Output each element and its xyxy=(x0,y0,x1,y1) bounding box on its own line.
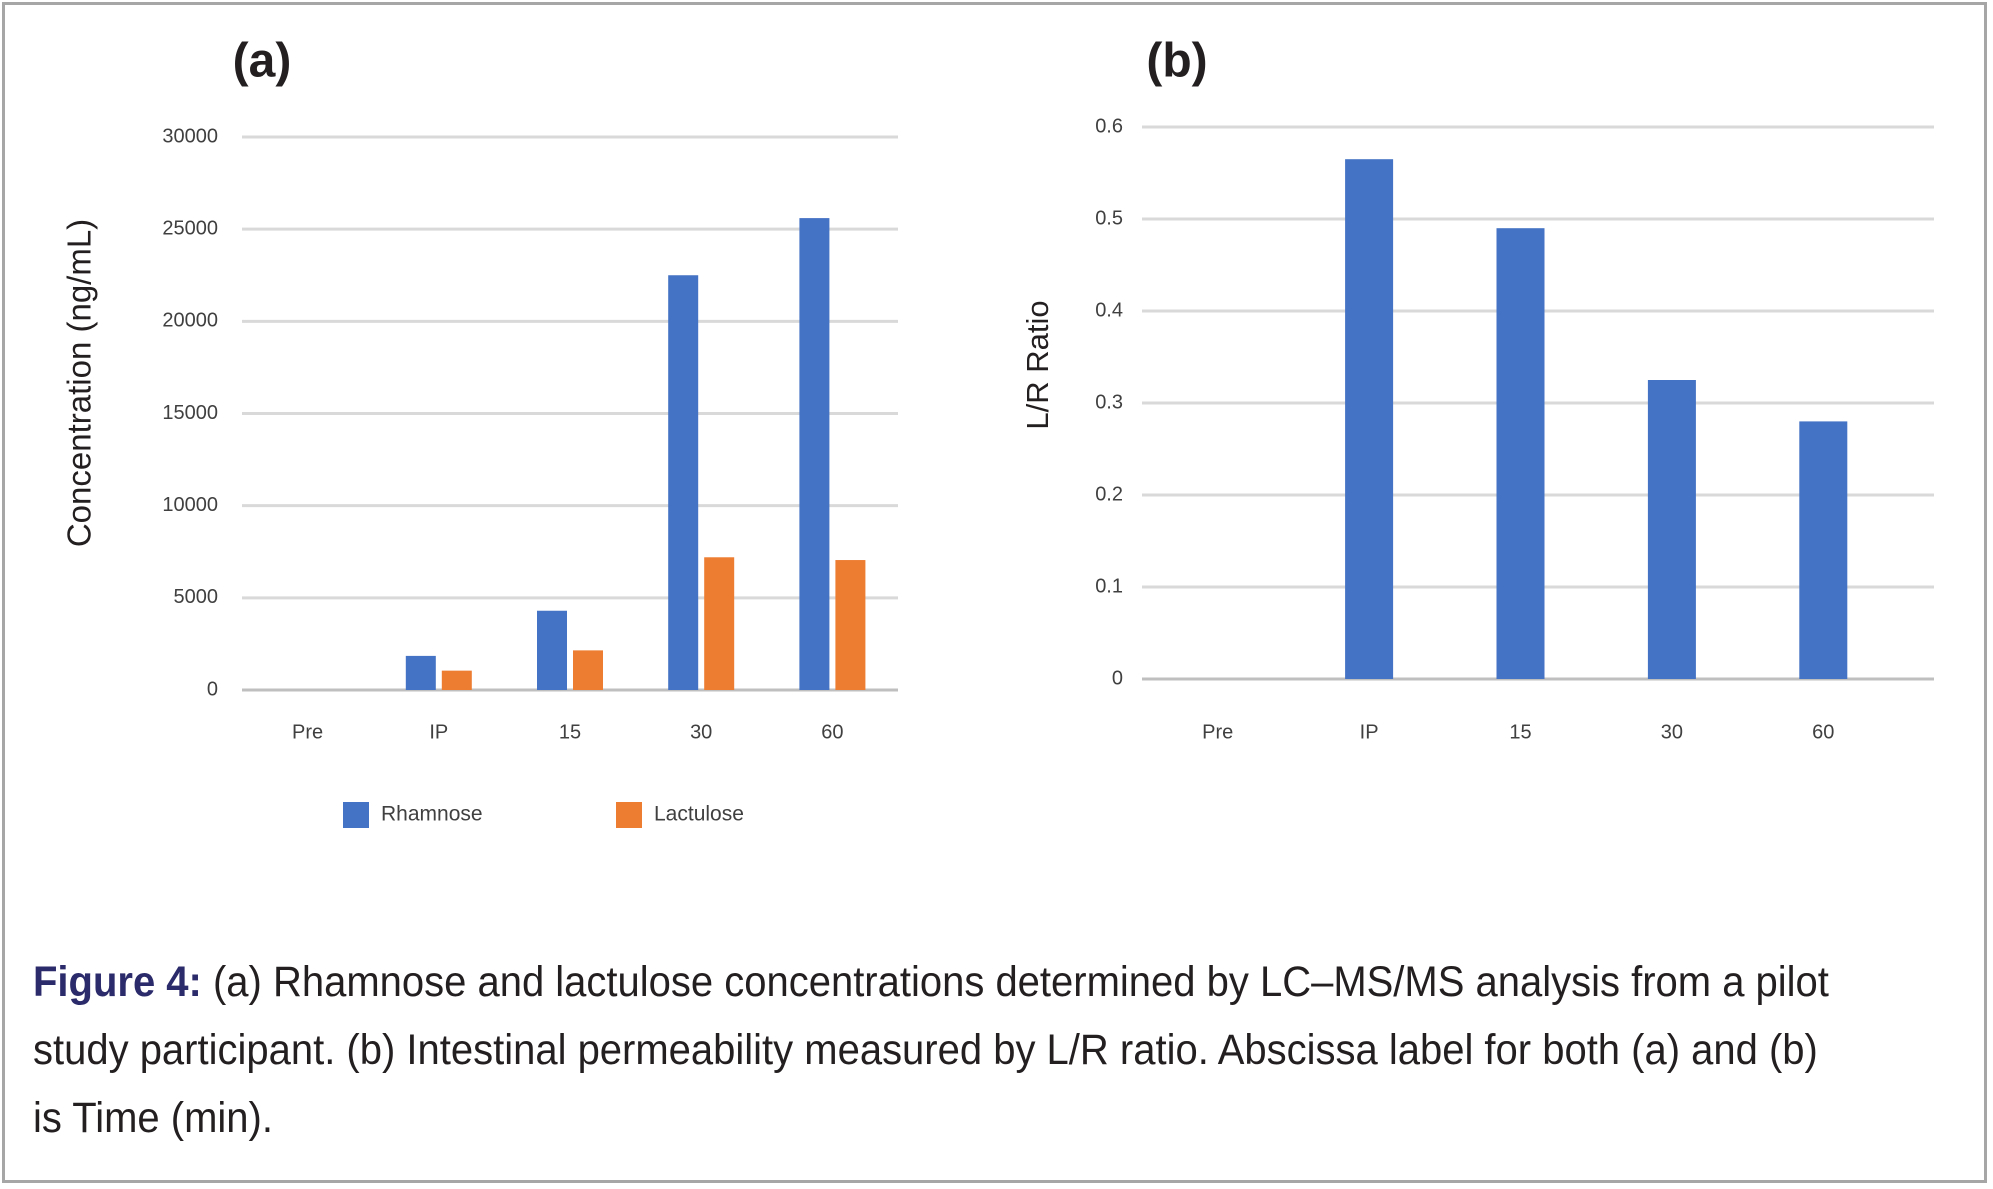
legend-label-rhamnose: Rhamnose xyxy=(381,803,483,826)
y-tick-label-b: 0.5 xyxy=(1095,207,1123,229)
y-tick-label-b: 0.2 xyxy=(1095,483,1123,505)
figure-charts: (a) 0 5000 10000 15000 20000 25000 30000 Concent… xyxy=(61,35,1934,828)
x-tick-label-a: IP xyxy=(429,721,448,743)
x-tick-label-b: IP xyxy=(1360,721,1379,743)
y-tick-label-a: 0 xyxy=(207,678,218,700)
legend-swatch-lactulose xyxy=(616,802,642,828)
bar-a-rhamnose-ip xyxy=(405,655,436,690)
bar-b-l-r-ratio-30 xyxy=(1647,380,1696,679)
bar-a-lactulose-30 xyxy=(704,557,735,690)
y-tick-label-b: 0.4 xyxy=(1095,299,1123,321)
caption-text: (a) Rhamnose and lactulose concentration… xyxy=(33,958,1829,1142)
y-tick-label-a: 30000 xyxy=(162,125,218,147)
x-tick-label-a: Pre xyxy=(292,721,323,743)
x-tick-label-b: 15 xyxy=(1509,721,1531,743)
x-tick-label-b: Pre xyxy=(1202,721,1233,743)
bar-b-l-r-ratio-60 xyxy=(1799,421,1848,679)
legend-label-lactulose: Lactulose xyxy=(654,803,744,826)
bar-a-rhamnose-15 xyxy=(537,610,567,690)
bar-a-lactulose-60 xyxy=(835,560,866,690)
legend-swatch-rhamnose xyxy=(343,802,369,828)
y-tick-label-a: 10000 xyxy=(162,494,218,516)
y-tick-label-b: 0.6 xyxy=(1095,115,1123,137)
x-tick-label-b: 30 xyxy=(1661,721,1683,743)
figure-caption: Figure 4: (a) Rhamnose and lactulose con… xyxy=(33,948,1833,1152)
bar-b-l-r-ratio-15 xyxy=(1496,228,1545,679)
caption-label: Figure 4: xyxy=(33,958,202,1006)
bar-a-lactulose-15 xyxy=(573,650,603,690)
y-tick-label-a: 15000 xyxy=(162,402,218,424)
y-tick-label-b: 0.1 xyxy=(1095,575,1123,597)
y-axis-label-b: L/R Ratio xyxy=(1020,300,1055,429)
y-tick-label-b: 0 xyxy=(1112,667,1123,689)
bar-b-l-r-ratio-ip xyxy=(1345,159,1394,679)
bar-a-rhamnose-60 xyxy=(799,218,830,690)
y-tick-label-a: 20000 xyxy=(162,310,218,332)
panel-label-b: (b) xyxy=(1146,35,1207,88)
y-axis-label-a: Concentration (ng/mL) xyxy=(61,219,98,547)
x-tick-label-a: 60 xyxy=(821,721,843,743)
y-tick-label-b: 0.3 xyxy=(1095,391,1123,413)
bar-a-rhamnose-30 xyxy=(668,275,699,690)
y-tick-label-a: 25000 xyxy=(162,217,218,239)
bar-a-lactulose-ip xyxy=(441,670,472,690)
y-tick-label-a: 5000 xyxy=(174,586,219,608)
x-tick-label-a: 15 xyxy=(559,721,581,743)
x-tick-label-b: 60 xyxy=(1812,721,1834,743)
x-tick-label-a: 30 xyxy=(690,721,712,743)
panel-label-a: (a) xyxy=(233,35,292,88)
